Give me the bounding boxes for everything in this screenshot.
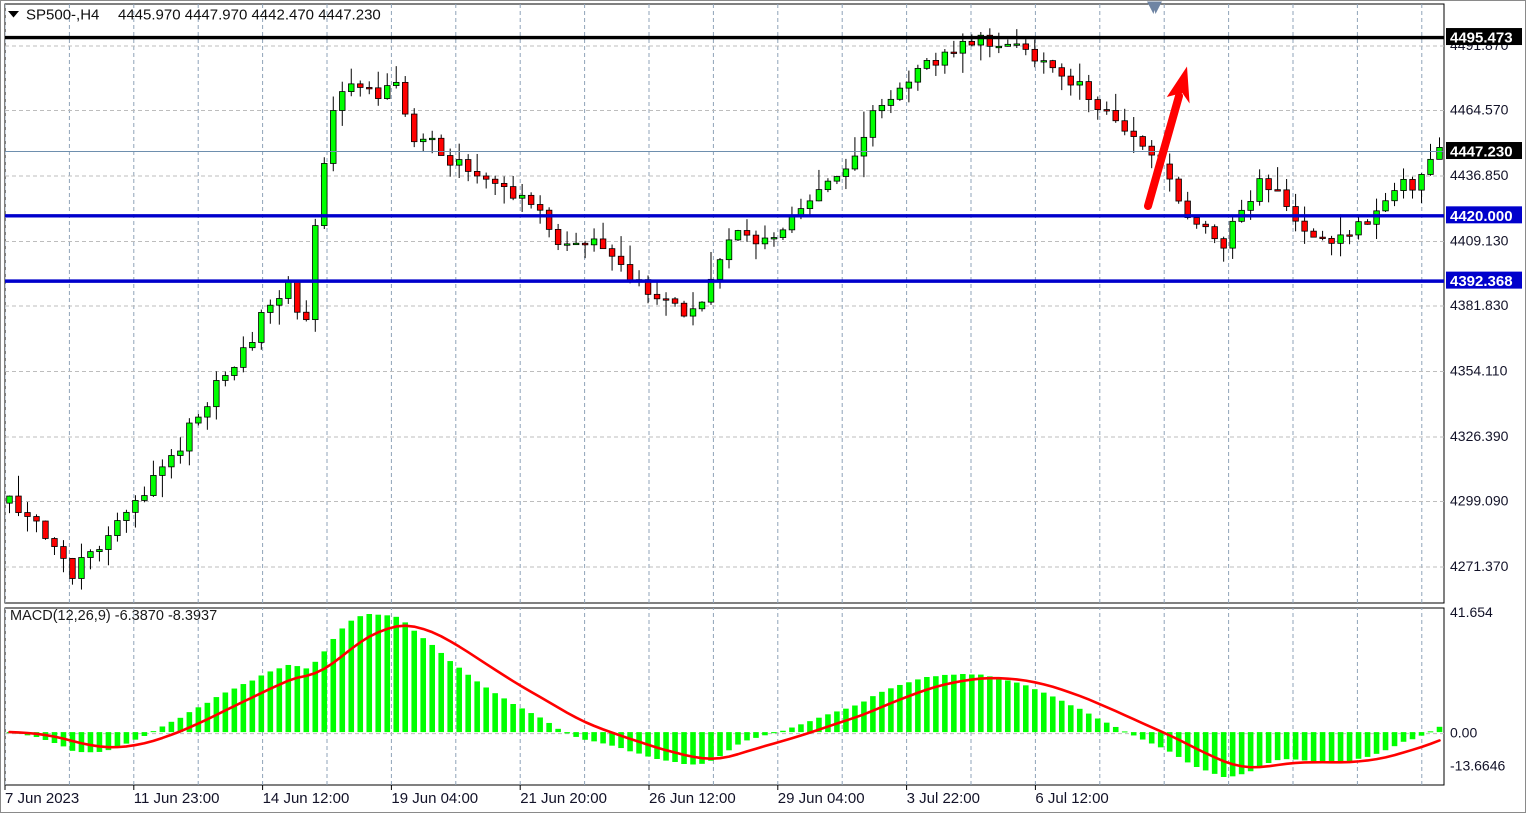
svg-text:SP500-,H4: SP500-,H4 <box>26 7 99 24</box>
svg-text:4436.850: 4436.850 <box>1450 167 1509 183</box>
svg-text:26 Jun 12:00: 26 Jun 12:00 <box>649 790 736 807</box>
svg-text:11 Jun 23:00: 11 Jun 23:00 <box>134 790 220 807</box>
svg-text:4271.370: 4271.370 <box>1450 558 1509 574</box>
svg-text:0.00: 0.00 <box>1450 725 1477 741</box>
svg-text:4381.830: 4381.830 <box>1450 297 1509 313</box>
svg-text:4326.390: 4326.390 <box>1450 428 1509 444</box>
svg-text:29 Jun 04:00: 29 Jun 04:00 <box>778 790 865 807</box>
svg-text:4495.473: 4495.473 <box>1450 30 1513 47</box>
svg-text:4392.368: 4392.368 <box>1450 273 1513 290</box>
svg-text:3 Jul 22:00: 3 Jul 22:00 <box>907 790 980 807</box>
svg-text:4409.130: 4409.130 <box>1450 233 1509 249</box>
svg-text:4420.000: 4420.000 <box>1450 208 1513 225</box>
svg-text:14 Jun 12:00: 14 Jun 12:00 <box>263 790 350 807</box>
svg-text:21 Jun 20:00: 21 Jun 20:00 <box>520 790 607 807</box>
svg-text:6 Jul 12:00: 6 Jul 12:00 <box>1035 790 1108 807</box>
svg-text:-13.6646: -13.6646 <box>1450 757 1505 773</box>
svg-text:41.654: 41.654 <box>1450 604 1493 620</box>
svg-text:4354.110: 4354.110 <box>1450 363 1508 379</box>
svg-text:19 Jun 04:00: 19 Jun 04:00 <box>391 790 478 807</box>
svg-text:MACD(12,26,9) -6.3870 -8.3937: MACD(12,26,9) -6.3870 -8.3937 <box>10 608 217 624</box>
svg-text:4447.230: 4447.230 <box>1450 144 1513 161</box>
svg-text:4445.970 4447.970 4442.470 444: 4445.970 4447.970 4442.470 4447.230 <box>118 7 381 24</box>
svg-text:4464.570: 4464.570 <box>1450 102 1509 118</box>
svg-text:4299.090: 4299.090 <box>1450 492 1509 508</box>
svg-text:7 Jun 2023: 7 Jun 2023 <box>5 790 79 807</box>
